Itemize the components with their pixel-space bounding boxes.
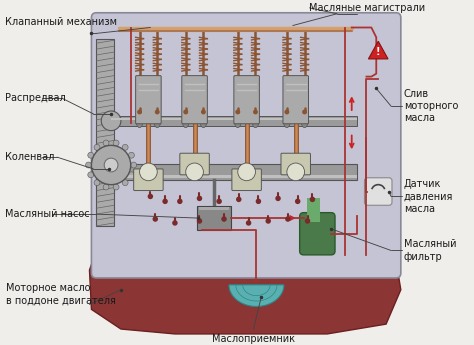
Circle shape	[85, 162, 91, 168]
Polygon shape	[368, 41, 388, 59]
Circle shape	[147, 194, 153, 199]
FancyBboxPatch shape	[136, 76, 161, 124]
Circle shape	[186, 163, 203, 181]
Circle shape	[216, 199, 222, 204]
Circle shape	[101, 111, 121, 131]
Circle shape	[172, 220, 178, 226]
Circle shape	[91, 145, 131, 185]
Ellipse shape	[234, 114, 241, 128]
Text: Клапанный механизм: Клапанный механизм	[5, 17, 117, 27]
Circle shape	[255, 199, 261, 204]
Circle shape	[295, 199, 301, 204]
Text: !: !	[376, 47, 381, 57]
Circle shape	[221, 216, 227, 222]
Ellipse shape	[200, 114, 207, 128]
Circle shape	[183, 109, 188, 115]
Text: Слив
моторного
масла: Слив моторного масла	[404, 89, 458, 124]
Circle shape	[285, 216, 291, 222]
Circle shape	[137, 109, 142, 115]
Ellipse shape	[252, 114, 259, 128]
Circle shape	[128, 152, 134, 158]
Circle shape	[128, 172, 134, 178]
Circle shape	[122, 180, 128, 186]
Ellipse shape	[154, 114, 161, 128]
Circle shape	[287, 163, 305, 181]
Bar	[111, 164, 356, 180]
FancyBboxPatch shape	[180, 153, 210, 175]
Circle shape	[238, 163, 255, 181]
Circle shape	[275, 196, 281, 201]
Circle shape	[94, 145, 100, 150]
Circle shape	[284, 109, 289, 115]
FancyBboxPatch shape	[91, 13, 401, 278]
Circle shape	[265, 218, 271, 224]
FancyBboxPatch shape	[365, 178, 392, 205]
Ellipse shape	[182, 114, 189, 128]
Circle shape	[88, 172, 94, 178]
Bar	[111, 118, 356, 120]
Circle shape	[236, 197, 242, 202]
FancyBboxPatch shape	[234, 76, 259, 124]
FancyBboxPatch shape	[182, 76, 207, 124]
Circle shape	[113, 184, 119, 190]
Circle shape	[94, 180, 100, 186]
Text: Масляный насос: Масляный насос	[5, 209, 90, 219]
Bar	[197, 206, 231, 230]
Text: Распредвал: Распредвал	[5, 93, 66, 103]
Text: Масляные магистрали: Масляные магистрали	[310, 3, 426, 13]
Circle shape	[197, 196, 202, 201]
FancyBboxPatch shape	[134, 169, 163, 190]
Bar	[96, 39, 114, 226]
Circle shape	[103, 184, 109, 190]
Circle shape	[235, 109, 240, 115]
Circle shape	[253, 109, 258, 115]
Polygon shape	[229, 285, 284, 306]
Circle shape	[139, 163, 157, 181]
Circle shape	[163, 199, 168, 204]
Circle shape	[201, 109, 206, 115]
Circle shape	[104, 158, 118, 172]
Bar	[307, 198, 320, 223]
Text: Датчик
давления
масла: Датчик давления масла	[404, 179, 453, 214]
Circle shape	[246, 220, 251, 226]
Circle shape	[122, 145, 128, 150]
FancyBboxPatch shape	[232, 169, 261, 190]
Bar	[111, 175, 356, 178]
Text: Маслоприемник: Маслоприемник	[212, 334, 295, 344]
Circle shape	[310, 197, 315, 202]
Polygon shape	[90, 250, 401, 334]
Circle shape	[153, 216, 158, 222]
Ellipse shape	[136, 114, 143, 128]
Ellipse shape	[283, 114, 291, 128]
Circle shape	[155, 109, 160, 115]
Circle shape	[305, 218, 310, 224]
Circle shape	[177, 199, 182, 204]
Circle shape	[88, 152, 94, 158]
Ellipse shape	[301, 114, 308, 128]
Bar	[199, 207, 229, 210]
Circle shape	[131, 162, 137, 168]
FancyBboxPatch shape	[300, 213, 335, 255]
FancyBboxPatch shape	[283, 76, 309, 124]
Circle shape	[103, 140, 109, 146]
Circle shape	[113, 140, 119, 146]
Circle shape	[302, 109, 307, 115]
Circle shape	[197, 218, 202, 224]
Bar	[111, 116, 356, 126]
Text: Масляный
фильтр: Масляный фильтр	[404, 239, 456, 262]
FancyBboxPatch shape	[281, 153, 310, 175]
Text: Моторное масло
в поддоне двигателя: Моторное масло в поддоне двигателя	[6, 284, 116, 306]
Text: Коленвал: Коленвал	[5, 152, 55, 162]
